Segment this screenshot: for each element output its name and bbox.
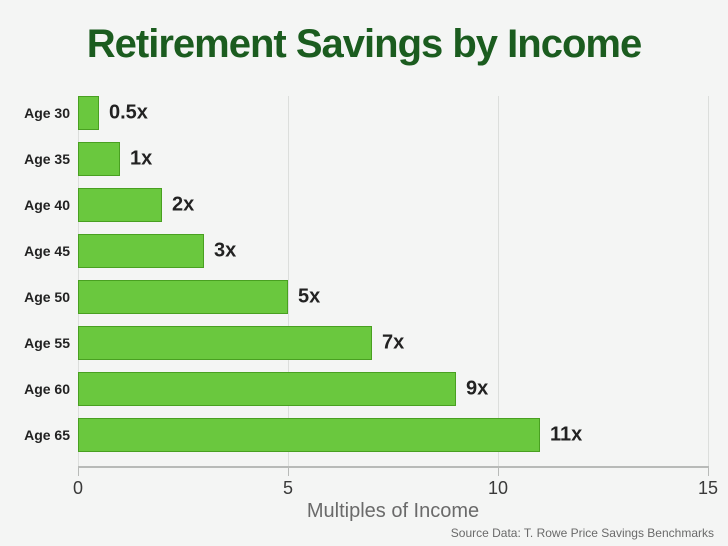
bar-row: Age 402x [78, 188, 708, 222]
bar-row: Age 6511x [78, 418, 708, 452]
category-label: Age 60 [24, 381, 78, 397]
bar-value-label: 3x [214, 240, 236, 263]
bar [78, 372, 456, 406]
plot-area: 051015Age 300.5xAge 351xAge 402xAge 453x… [78, 96, 708, 466]
bar-value-label: 5x [298, 286, 320, 309]
bar-row: Age 505x [78, 280, 708, 314]
bar-row: Age 300.5x [78, 96, 708, 130]
gridline [708, 96, 709, 466]
bar-row: Age 351x [78, 142, 708, 176]
category-label: Age 55 [24, 335, 78, 351]
category-label: Age 50 [24, 289, 78, 305]
bar-value-label: 2x [172, 194, 194, 217]
category-label: Age 65 [24, 427, 78, 443]
x-axis-label: Multiples of Income [78, 500, 708, 523]
bar [78, 188, 162, 222]
bar-value-label: 11x [550, 424, 582, 447]
x-tick [288, 466, 289, 476]
bar [78, 96, 99, 130]
bar [78, 280, 288, 314]
x-tick-label: 10 [488, 478, 508, 499]
bar [78, 418, 540, 452]
retirement-savings-chart: Retirement Savings by Income 0 5 10 15 Age 3… [0, 0, 728, 546]
x-tick-label: 5 [283, 478, 293, 499]
bar [78, 234, 204, 268]
bar-value-label: 7x [382, 332, 404, 355]
x-axis-baseline [78, 466, 708, 468]
bar-row: Age 557x [78, 326, 708, 360]
category-label: Age 40 [24, 197, 78, 213]
chart-title: Retirement Savings by Income [0, 22, 728, 67]
x-tick-label: 15 [698, 478, 718, 499]
category-label: Age 35 [24, 151, 78, 167]
bar-value-label: 0.5x [109, 102, 148, 125]
x-tick-label: 0 [73, 478, 83, 499]
x-tick [498, 466, 499, 476]
category-label: Age 30 [24, 105, 78, 121]
bar [78, 142, 120, 176]
category-label: Age 45 [24, 243, 78, 259]
x-tick [78, 466, 79, 476]
source-text: Source Data: T. Rowe Price Savings Bench… [451, 526, 714, 540]
bar-row: Age 453x [78, 234, 708, 268]
x-tick [708, 466, 709, 476]
bar [78, 326, 372, 360]
bar-row: Age 609x [78, 372, 708, 406]
bar-value-label: 1x [130, 148, 152, 171]
bar-value-label: 9x [466, 378, 488, 401]
